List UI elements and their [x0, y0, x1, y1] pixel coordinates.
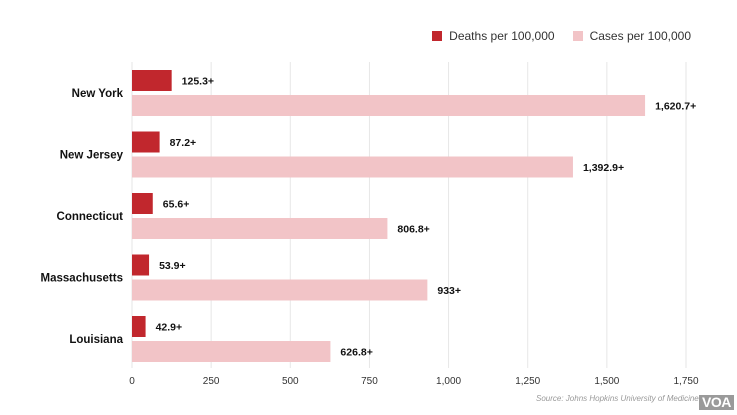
- x-tick-label: 250: [203, 376, 220, 387]
- bar-deaths: [132, 316, 146, 337]
- category-label: Massachusetts: [41, 273, 123, 285]
- data-label-deaths: 87.2+: [170, 137, 197, 149]
- data-label-cases: 933+: [437, 285, 461, 297]
- bar-deaths: [132, 254, 150, 276]
- category-label: New Jersey: [60, 150, 124, 162]
- bar-cases: [132, 218, 388, 239]
- legend-label-deaths: Deaths per 100,000: [449, 29, 555, 43]
- x-tick-label: 500: [282, 376, 299, 387]
- category-label: Connecticut: [57, 211, 124, 223]
- x-tick-label: 1,750: [673, 376, 698, 387]
- x-tick-label: 1,000: [436, 376, 461, 387]
- x-tick-label: 1,250: [515, 376, 540, 387]
- data-label-deaths: 53.9+: [159, 260, 186, 272]
- legend-item-cases: Cases per 100,000: [572, 29, 691, 43]
- bar-cases: [132, 279, 428, 301]
- x-tick-label: 750: [361, 376, 378, 387]
- category-label: Louisiana: [69, 334, 123, 346]
- bar-cases: [132, 341, 331, 362]
- source-note: Source: Johns Hopkins University of Medi…: [536, 394, 699, 403]
- legend-swatch-cases: [572, 31, 583, 41]
- data-label-cases: 1,392.9+: [583, 162, 624, 174]
- legend-swatch-deaths: [432, 31, 443, 41]
- voa-logo: VOA: [699, 395, 734, 410]
- bar-deaths: [132, 70, 172, 91]
- data-label-deaths: 65.6+: [163, 199, 190, 211]
- x-tick-label: 1,500: [594, 376, 619, 387]
- data-label-deaths: 125.3+: [182, 76, 214, 88]
- data-label-cases: 626.8+: [340, 347, 372, 359]
- data-label-cases: 1,620.7+: [655, 101, 696, 113]
- bar-cases: [132, 156, 573, 178]
- x-tick-label: 0: [129, 376, 135, 387]
- legend: Deaths per 100,000 Cases per 100,000: [414, 29, 691, 43]
- legend-item-deaths: Deaths per 100,000: [432, 29, 555, 43]
- bar-deaths: [132, 193, 153, 214]
- bar-cases: [132, 95, 646, 116]
- category-label: New York: [72, 88, 124, 100]
- legend-label-cases: Cases per 100,000: [589, 29, 691, 43]
- data-label-deaths: 42.9+: [156, 322, 183, 334]
- bar-deaths: [132, 131, 160, 153]
- data-label-cases: 806.8+: [397, 224, 429, 236]
